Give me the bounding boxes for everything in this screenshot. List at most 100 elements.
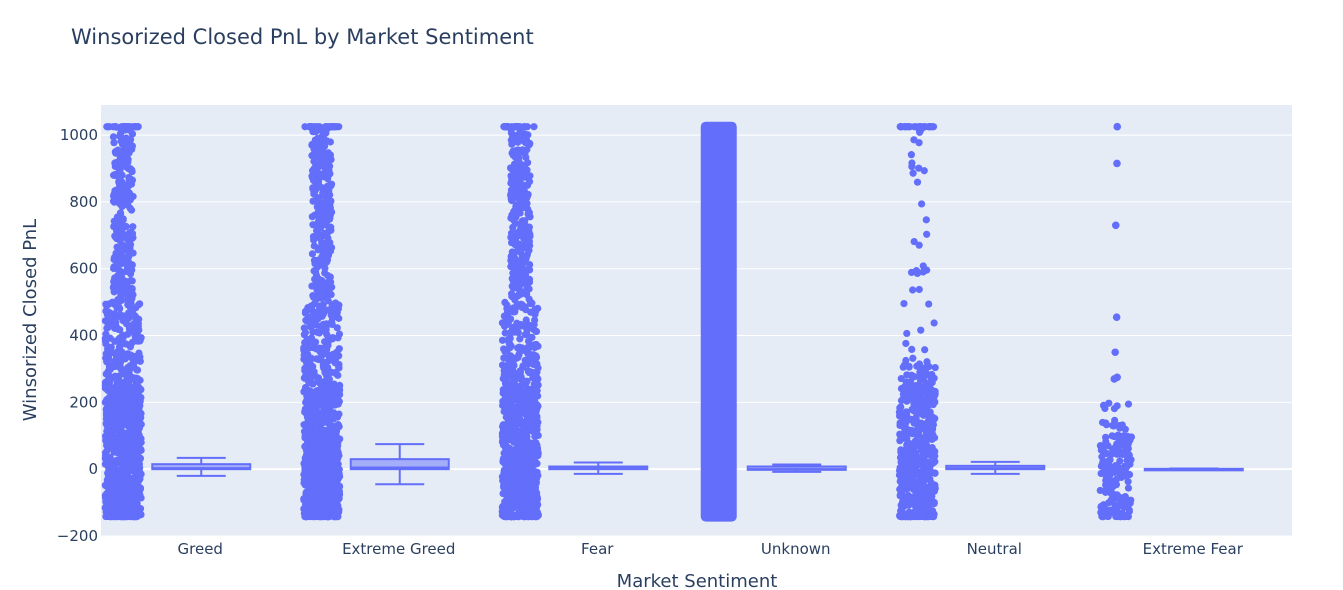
data-point: [321, 426, 329, 434]
data-point: [302, 316, 310, 324]
data-point: [919, 262, 927, 270]
data-point: [130, 312, 138, 320]
data-point: [499, 441, 508, 449]
data-point: [518, 438, 526, 446]
data-point: [129, 402, 137, 410]
data-point: [507, 252, 516, 261]
data-point: [118, 222, 127, 230]
data-point: [326, 138, 334, 146]
data-point: [309, 167, 317, 175]
data-point: [930, 319, 938, 327]
data-point: [131, 513, 140, 521]
data-point: [125, 379, 133, 387]
data-point: [309, 233, 318, 241]
data-point: [929, 431, 937, 439]
data-point: [905, 363, 913, 371]
data-point: [335, 465, 343, 474]
data-point: [315, 513, 324, 521]
data-point: [303, 392, 311, 400]
data-point: [328, 482, 336, 490]
data-point: [130, 416, 138, 424]
outlier-point: [1111, 348, 1119, 357]
data-point: [130, 123, 138, 131]
data-point: [301, 366, 310, 374]
data-point: [331, 355, 340, 363]
data-point: [333, 348, 341, 356]
data-point: [130, 468, 138, 476]
data-point: [127, 206, 136, 214]
data-point: [124, 137, 133, 145]
data-point: [127, 498, 136, 506]
data-point: [310, 300, 319, 308]
data-point: [915, 285, 923, 294]
data-point: [900, 300, 908, 308]
data-point: [528, 408, 536, 416]
data-point: [526, 391, 534, 400]
data-point: [125, 248, 133, 257]
data-point: [325, 417, 333, 426]
data-point: [314, 444, 322, 452]
data-point: [910, 416, 919, 424]
data-point: [322, 325, 330, 333]
data-point: [110, 139, 118, 147]
data-point: [509, 284, 517, 292]
outlier-point: [1110, 375, 1119, 383]
data-point: [301, 408, 309, 416]
data-point: [522, 288, 530, 296]
data-point: [500, 407, 508, 416]
data-point: [116, 236, 124, 244]
data-point: [126, 196, 134, 204]
data-point: [517, 389, 526, 397]
data-point: [302, 452, 310, 460]
data-point: [896, 123, 904, 131]
chart-title: Winsorized Closed PnL by Market Sentimen…: [71, 25, 534, 49]
data-point: [113, 392, 121, 401]
data-point: [315, 234, 324, 242]
data-point: [525, 178, 534, 186]
data-point: [114, 449, 122, 457]
data-point: [508, 398, 516, 406]
data-point: [135, 405, 143, 413]
data-point: [523, 233, 531, 241]
data-point: [322, 221, 331, 229]
data-point: [922, 216, 930, 224]
x-tick-label: Extreme Fear: [1143, 540, 1244, 558]
data-point: [125, 324, 134, 333]
data-point: [133, 485, 142, 493]
data-point: [126, 179, 134, 187]
data-point: [120, 283, 128, 292]
data-point: [118, 202, 126, 211]
data-point: [124, 258, 133, 266]
series-greed: [101, 123, 252, 521]
data-point: [515, 192, 523, 201]
data-point: [1113, 506, 1121, 514]
data-point: [919, 446, 927, 455]
data-point: [121, 488, 129, 497]
data-point: [319, 189, 327, 197]
data-point: [1099, 513, 1108, 521]
data-point: [306, 423, 314, 431]
data-point: [896, 404, 904, 412]
data-point: [923, 230, 931, 238]
data-point: [320, 463, 328, 472]
data-point: [1122, 472, 1130, 480]
data-point: [915, 241, 923, 249]
data-point: [312, 345, 320, 353]
data-point: [102, 354, 110, 362]
data-point: [116, 363, 124, 372]
data-point: [908, 162, 916, 171]
data-point: [136, 353, 144, 361]
data-point: [300, 496, 308, 504]
data-point: [116, 455, 124, 464]
data-point: [302, 307, 310, 315]
data-point: [326, 198, 334, 206]
data-point: [328, 123, 336, 131]
data-point: [506, 315, 515, 323]
data-point: [325, 353, 334, 362]
data-point: [128, 286, 136, 294]
data-point: [113, 277, 122, 285]
data-point: [526, 493, 534, 501]
data-point: [327, 464, 336, 472]
data-point: [309, 184, 317, 192]
data-point: [913, 178, 922, 186]
